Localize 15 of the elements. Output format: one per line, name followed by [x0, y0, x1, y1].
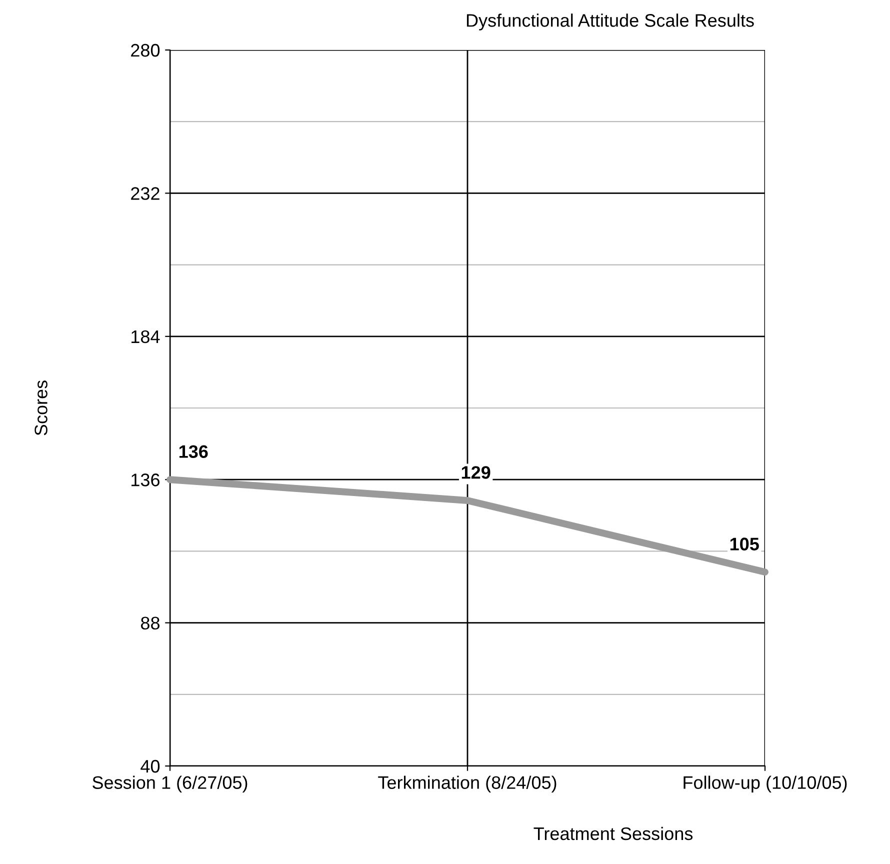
x-tick-label: Terkmination (8/24/05) — [378, 776, 556, 793]
x-tick-label: Follow-up (10/10/05) — [684, 776, 847, 793]
data-label: 136 — [179, 445, 208, 458]
x-tick-label: Session 1 (6/27/05) — [92, 776, 248, 793]
data-label: 129 — [462, 466, 490, 479]
chart-title: Dysfunctional Attitude Scale Results — [466, 14, 754, 30]
y-tick-label: 136 — [132, 474, 160, 486]
y-tick-label: 88 — [140, 616, 160, 630]
x-axis-title: Treatment Sessions — [534, 826, 693, 840]
y-tick-label: 184 — [132, 330, 160, 344]
y-axis-title: Scores — [34, 380, 48, 436]
y-tick-label: 40 — [140, 760, 160, 773]
y-tick-label: 280 — [131, 44, 160, 57]
data-label: 105 — [730, 538, 759, 550]
y-tick-label: 232 — [131, 187, 160, 200]
